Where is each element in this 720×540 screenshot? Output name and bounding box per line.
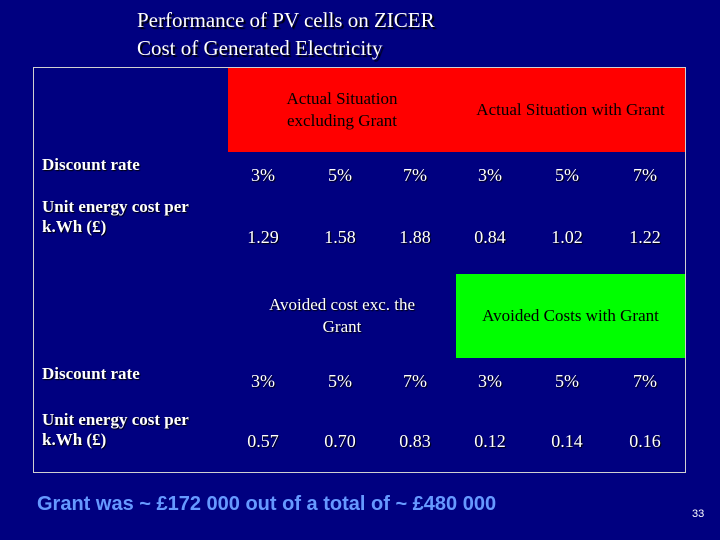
- bottom-cost-cell: 0.57: [247, 431, 279, 451]
- top-unit-energy-cost-label: Unit energy cost per k.Wh (£): [42, 197, 189, 236]
- title-line-2: Cost of Generated Electricity: [137, 36, 383, 60]
- top-rate-cell: 7%: [403, 165, 427, 185]
- bottom-cost-cell: 0.12: [474, 431, 506, 451]
- bottom-discount-rate-label: Discount rate: [42, 364, 140, 383]
- bottom-unit-energy-cost-label: Unit energy cost per k.Wh (£): [42, 410, 189, 449]
- bottom-rate-cell: 3%: [251, 371, 275, 391]
- bottom-cost-cell: 0.16: [629, 431, 661, 451]
- header-avoided-costs-with-grant: Avoided Costs with Grant: [456, 274, 685, 358]
- bottom-cost-cell: 0.14: [551, 431, 583, 451]
- header-avoided-cost-excluding-grant-text: Avoided cost exc. the Grant: [268, 295, 416, 336]
- top-cost-cell: 1.58: [324, 227, 356, 247]
- header-actual-excluding-grant-text: Actual Situation excluding Grant: [286, 89, 398, 130]
- header-avoided-costs-with-grant-text: Avoided Costs with Grant: [482, 306, 659, 325]
- top-cost-cell: 1.29: [247, 227, 279, 247]
- page-number: 33: [692, 508, 705, 520]
- title-line-1: Performance of PV cells on ZICER: [137, 8, 435, 32]
- header-actual-with-grant: Actual Situation with Grant: [456, 68, 685, 152]
- bottom-rate-cell: 7%: [403, 371, 427, 391]
- top-rate-cell: 5%: [555, 165, 579, 185]
- header-avoided-cost-excluding-grant: Avoided cost exc. the Grant: [228, 274, 456, 358]
- top-cost-cell: 1.22: [629, 227, 661, 247]
- top-rate-cell: 7%: [633, 165, 657, 185]
- top-rate-cell: 3%: [478, 165, 502, 185]
- bottom-rate-cell: 5%: [328, 371, 352, 391]
- header-actual-excluding-grant: Actual Situation excluding Grant: [228, 68, 456, 152]
- top-cost-cell: 1.88: [399, 227, 431, 247]
- top-rate-cell: 5%: [328, 165, 352, 185]
- bottom-cost-cell: 0.83: [399, 431, 431, 451]
- top-cost-cell: 0.84: [474, 227, 506, 247]
- top-discount-rate-label: Discount rate: [42, 155, 140, 174]
- bottom-rate-cell: 3%: [478, 371, 502, 391]
- top-rate-cell: 3%: [251, 165, 275, 185]
- table-border: [33, 67, 686, 473]
- header-actual-with-grant-text: Actual Situation with Grant: [476, 100, 665, 119]
- slide-title: Performance of PV cells on ZICER Cost of…: [137, 6, 435, 62]
- bottom-cost-cell: 0.70: [324, 431, 356, 451]
- bottom-rate-cell: 5%: [555, 371, 579, 391]
- top-cost-cell: 1.02: [551, 227, 583, 247]
- bottom-rate-cell: 7%: [633, 371, 657, 391]
- grant-summary-note: Grant was ~ £172 000 out of a total of ~…: [37, 493, 497, 515]
